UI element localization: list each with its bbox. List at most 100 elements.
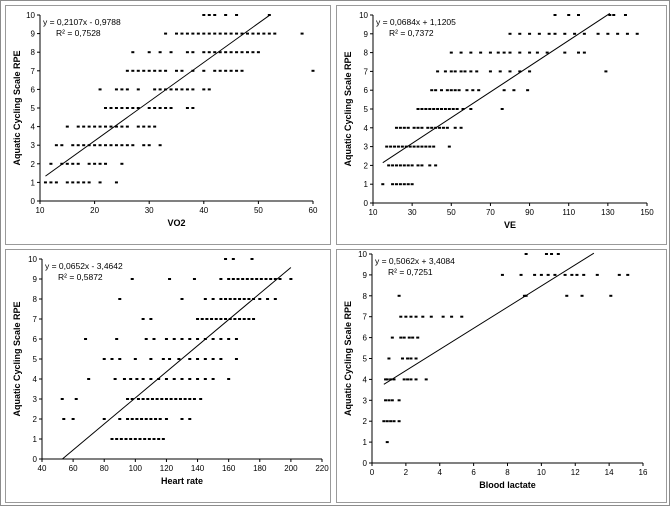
data-point xyxy=(87,378,91,380)
data-point xyxy=(191,107,195,109)
y-tick-label: 5 xyxy=(33,355,38,364)
data-point xyxy=(114,144,118,147)
data-point xyxy=(150,398,154,400)
data-point xyxy=(76,125,80,128)
data-point xyxy=(229,51,233,54)
data-point xyxy=(428,164,432,167)
y-tick-label: 3 xyxy=(31,141,36,150)
data-point xyxy=(130,418,134,420)
data-point xyxy=(546,273,550,276)
data-point xyxy=(119,438,123,440)
data-point xyxy=(404,315,408,318)
y-axis-title: Aquatic Cycling Scale RPE xyxy=(343,301,353,416)
data-point xyxy=(122,378,126,380)
data-point xyxy=(267,14,271,16)
data-point xyxy=(180,32,184,35)
data-point xyxy=(408,145,412,148)
data-point xyxy=(115,438,119,440)
data-point xyxy=(432,145,436,148)
trendline xyxy=(45,15,270,177)
data-point xyxy=(262,32,266,35)
y-tick-label: 7 xyxy=(363,313,368,322)
y-tick-label: 6 xyxy=(363,334,368,343)
data-point xyxy=(227,278,231,280)
data-point xyxy=(416,164,420,167)
y-tick-label: 1 xyxy=(33,435,38,444)
data-point xyxy=(146,398,150,400)
data-point xyxy=(104,162,108,165)
data-point xyxy=(250,278,254,280)
data-point xyxy=(522,294,526,297)
y-tick-label: 7 xyxy=(33,315,38,324)
data-point xyxy=(235,51,239,54)
data-point xyxy=(528,51,532,54)
data-point xyxy=(175,69,178,72)
data-point xyxy=(451,108,455,110)
data-point xyxy=(199,398,203,400)
data-point xyxy=(202,88,206,91)
data-point xyxy=(102,418,106,420)
data-point xyxy=(71,162,75,165)
data-point xyxy=(155,398,159,400)
data-point xyxy=(124,438,128,440)
data-point xyxy=(207,51,211,54)
data-point xyxy=(563,32,567,35)
chart-ve: 0 1 2 3 4 5 6 7 8 9 10 10 30 50 70 90 110 130 150 VE Aquatic… xyxy=(343,11,654,230)
data-point xyxy=(135,418,139,420)
trendline xyxy=(382,13,611,164)
x-tick-label: 50 xyxy=(254,206,263,215)
data-point xyxy=(131,69,135,72)
data-point xyxy=(229,69,233,72)
data-point xyxy=(142,69,146,72)
data-point xyxy=(160,398,164,400)
y-tick-label: 2 xyxy=(31,160,36,169)
data-point xyxy=(626,273,630,276)
data-point xyxy=(450,315,454,318)
data-point xyxy=(115,338,119,340)
data-point xyxy=(169,51,173,54)
data-point xyxy=(420,164,424,167)
data-point xyxy=(196,338,200,340)
data-point xyxy=(440,89,443,92)
data-point xyxy=(518,70,522,73)
data-point xyxy=(278,278,282,280)
data-point xyxy=(394,164,398,167)
data-point xyxy=(133,438,137,440)
data-point xyxy=(211,378,215,380)
data-point xyxy=(202,51,206,54)
data-point xyxy=(396,145,400,148)
data-point xyxy=(242,298,246,300)
y-tick-label: 9 xyxy=(31,30,36,39)
x-tick-label: 8 xyxy=(505,468,510,477)
x-tick-label: 10 xyxy=(537,468,546,477)
data-point xyxy=(608,14,612,16)
data-point xyxy=(172,378,176,380)
data-point xyxy=(429,315,433,318)
data-point xyxy=(180,378,184,380)
data-point xyxy=(235,69,239,72)
data-point xyxy=(426,126,430,129)
data-point xyxy=(440,108,443,110)
data-point xyxy=(110,438,114,440)
data-point xyxy=(479,51,483,54)
data-point xyxy=(414,357,418,360)
data-point xyxy=(269,278,273,280)
data-point xyxy=(157,438,161,440)
data-point xyxy=(453,89,457,92)
data-point xyxy=(211,298,215,300)
panel-ve: 0 1 2 3 4 5 6 7 8 9 10 10 30 50 70 90 110 130 150 VE Aquatic… xyxy=(336,5,667,245)
data-point xyxy=(76,181,80,184)
data-point xyxy=(251,32,255,35)
data-point xyxy=(109,107,113,109)
data-point xyxy=(528,32,532,35)
data-point xyxy=(218,51,222,54)
data-point xyxy=(409,378,413,381)
data-point xyxy=(196,32,200,35)
data-point xyxy=(125,107,129,109)
data-point xyxy=(60,398,64,400)
data-point xyxy=(441,126,445,129)
data-point xyxy=(224,32,228,35)
data-point xyxy=(567,14,571,16)
data-point xyxy=(157,378,161,380)
x-tick-label: 2 xyxy=(404,468,409,477)
